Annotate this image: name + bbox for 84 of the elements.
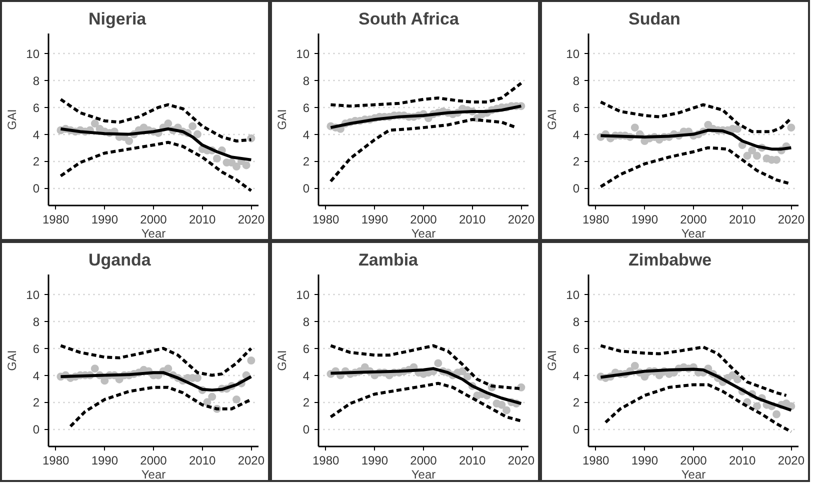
y-tick-label: 10 [296, 288, 310, 302]
y-axis-title: GAI [545, 109, 560, 130]
x-tick-label: 2010 [728, 454, 756, 468]
x-tick-label: 2010 [458, 454, 486, 468]
y-tick-label: 0 [302, 422, 310, 437]
x-tick-label: 2020 [778, 454, 805, 468]
x-axis-title: Year [411, 468, 436, 482]
chart-title: South Africa [358, 10, 460, 28]
y-axis-title: GAI [275, 350, 290, 371]
y-tick-label: 6 [572, 342, 580, 356]
y-tick-label: 2 [32, 154, 40, 169]
y-tick-label: 8 [32, 74, 40, 88]
y-tick-label: 8 [302, 315, 310, 330]
y-tick-label: 2 [572, 154, 580, 169]
y-tick-label: 0 [32, 422, 40, 437]
y-axis-title: GAI [545, 350, 560, 371]
y-tick-label: 10 [26, 288, 40, 302]
y-tick-label: 8 [302, 74, 310, 88]
y-tick-label: 4 [572, 368, 580, 383]
x-tick-label: 2020 [508, 454, 535, 468]
y-tick-label: 2 [32, 396, 40, 410]
y-tick-label: 6 [32, 342, 40, 356]
x-tick-label: 2000 [410, 212, 438, 226]
x-tick-label: 1990 [91, 454, 118, 468]
y-tick-label: 0 [302, 182, 310, 196]
x-tick-label: 2020 [508, 212, 535, 226]
y-tick-label: 6 [302, 100, 310, 115]
x-tick-label: 2000 [140, 212, 168, 226]
y-tick-label: 10 [296, 47, 310, 62]
x-tick-label: 2020 [778, 212, 805, 226]
y-tick-label: 4 [302, 368, 310, 383]
y-tick-label: 2 [302, 154, 310, 169]
x-tick-label: 1990 [631, 454, 658, 468]
x-tick-label: 1990 [361, 212, 388, 226]
y-axis-title: GAI [275, 109, 290, 130]
x-tick-label: 1990 [361, 454, 388, 468]
x-tick-label: 1980 [312, 212, 340, 226]
y-tick-label: 4 [32, 368, 40, 383]
x-tick-label: 2010 [458, 212, 486, 226]
y-tick-label: 0 [572, 422, 580, 437]
chart-title: Nigeria [88, 10, 147, 28]
chart-title: Zambia [358, 250, 419, 270]
y-tick-label: 6 [32, 100, 40, 115]
y-tick-label: 0 [572, 182, 580, 196]
y-tick-label: 2 [572, 396, 580, 410]
y-tick-label: 6 [572, 100, 580, 115]
x-tick-label: 2020 [238, 212, 265, 226]
y-tick-label: 10 [26, 47, 40, 62]
x-tick-label: 2010 [188, 454, 216, 468]
chart-title: Sudan [628, 10, 680, 28]
x-tick-label: 1980 [42, 454, 70, 468]
y-tick-label: 2 [302, 396, 310, 410]
x-tick-label: 2000 [140, 454, 168, 468]
y-tick-label: 6 [302, 342, 310, 356]
chart-title: Uganda [88, 250, 152, 270]
x-tick-label: 1980 [582, 454, 610, 468]
x-axis-title: Year [681, 468, 706, 482]
y-axis-title: GAI [5, 350, 20, 371]
y-tick-label: 8 [572, 315, 580, 330]
x-axis-title: Year [411, 226, 436, 240]
x-tick-label: 1980 [312, 454, 340, 468]
x-tick-label: 2000 [680, 212, 708, 226]
x-tick-label: 1990 [631, 212, 658, 226]
y-tick-label: 8 [32, 315, 40, 330]
y-tick-label: 4 [572, 128, 580, 142]
y-tick-label: 10 [566, 47, 580, 62]
x-tick-label: 2010 [728, 212, 756, 226]
x-axis-title: Year [141, 468, 166, 482]
y-tick-label: 4 [302, 128, 310, 142]
x-tick-label: 2010 [188, 212, 216, 226]
x-tick-label: 1990 [91, 212, 118, 226]
x-tick-label: 1980 [42, 212, 70, 226]
x-tick-label: 1980 [582, 212, 610, 226]
y-tick-label: 10 [566, 288, 580, 302]
y-tick-label: 0 [32, 182, 40, 196]
y-tick-label: 4 [32, 128, 40, 142]
x-tick-label: 2000 [410, 454, 438, 468]
x-axis-title: Year [141, 226, 166, 240]
x-tick-label: 2020 [238, 454, 265, 468]
x-axis-title: Year [681, 226, 706, 240]
y-axis-title: GAI [5, 109, 20, 130]
chart-title: Zimbabwe [628, 250, 712, 270]
y-tick-label: 8 [572, 74, 580, 88]
x-tick-label: 2000 [680, 454, 708, 468]
